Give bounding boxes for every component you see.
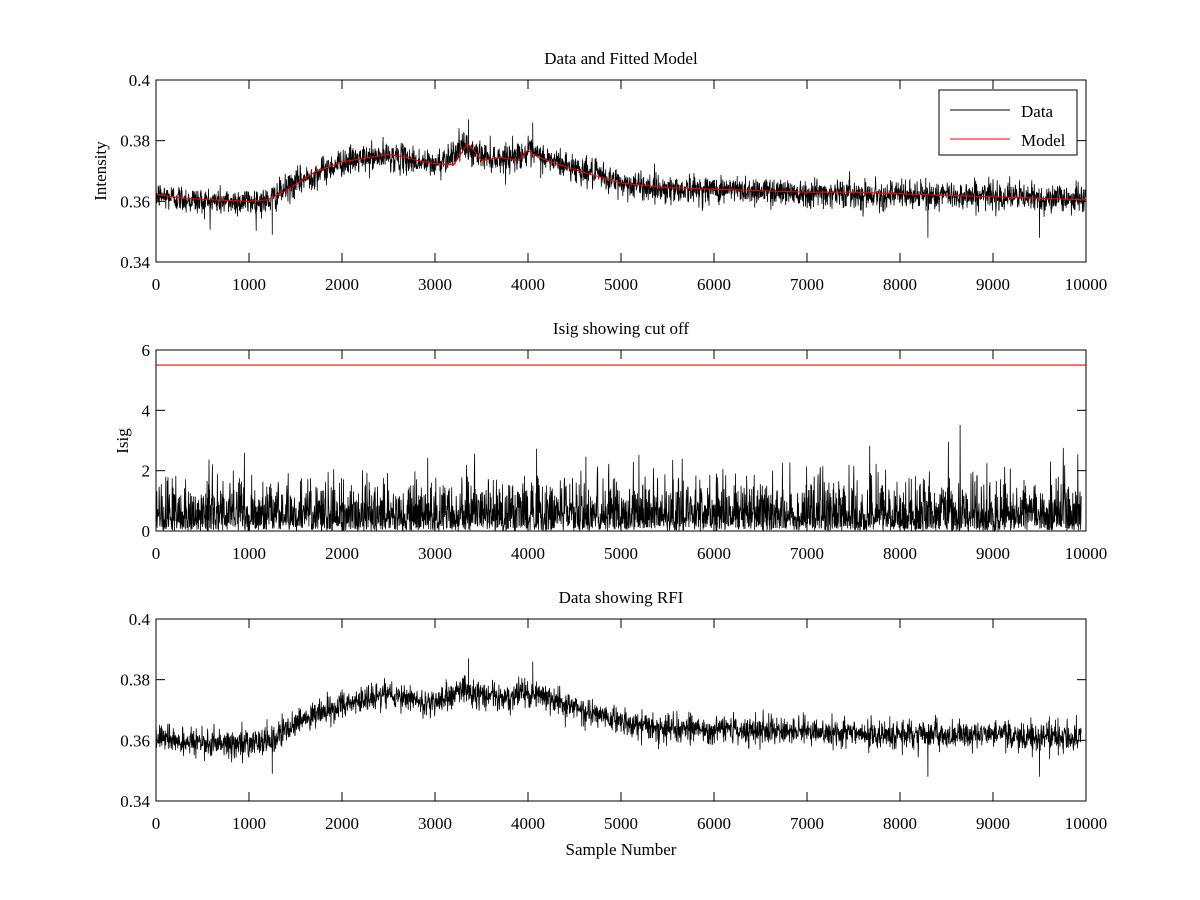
- x-tick-label: 10000: [1065, 544, 1108, 563]
- series-0-series-line: [155, 658, 1082, 777]
- y-tick-label: 4: [142, 401, 151, 420]
- x-tick-label: 4000: [511, 814, 545, 833]
- series-0-series-line: [155, 424, 1082, 533]
- x-tick-label: 10000: [1065, 275, 1108, 294]
- y-tick-label: 0.36: [120, 731, 150, 750]
- x-tick-label: 5000: [604, 544, 638, 563]
- y-tick-label: 0: [142, 522, 151, 541]
- series-layer: [155, 658, 1082, 777]
- plot-area: [155, 618, 1087, 802]
- chart-title: Data and Fitted Model: [544, 49, 698, 68]
- legend-box: [938, 89, 1078, 156]
- legend-label-model: Model: [1021, 131, 1066, 150]
- y-axis-label: Intensity: [91, 141, 110, 201]
- x-tick-label: 7000: [790, 275, 824, 294]
- y-tick-label: 0.34: [120, 253, 150, 272]
- x-tick-label: 1000: [232, 275, 266, 294]
- x-tick-label: 8000: [883, 814, 917, 833]
- x-tick-label: 3000: [418, 814, 452, 833]
- x-tick-label: 0: [152, 275, 161, 294]
- panel-isig-showing-cut-off: Isig showing cut off 0 1000 2000 3000 4000 50…: [113, 319, 1107, 563]
- y-tick-label: 0.34: [120, 792, 150, 811]
- axis-ticks: 0 1000 2000 3000 4000 5000 6000 7000 8000 9000 100…: [120, 610, 1107, 833]
- y-tick-label: 0.4: [129, 71, 151, 90]
- x-tick-label: 5000: [604, 275, 638, 294]
- x-tick-label: 1000: [232, 814, 266, 833]
- axis-ticks: 0 1000 2000 3000 4000 5000 6000 7000 8000 9000 100…: [142, 341, 1108, 563]
- y-tick-label: 2: [142, 462, 151, 481]
- y-tick-label: 0.38: [120, 671, 150, 690]
- panel-data-and-fitted-model: Data and Fitted Model 0 1000 2000 3000 4000 5…: [91, 49, 1107, 294]
- x-tick-label: 6000: [697, 814, 731, 833]
- x-tick-label: 1000: [232, 544, 266, 563]
- x-tick-label: 6000: [697, 544, 731, 563]
- x-tick-label: 2000: [325, 544, 359, 563]
- x-tick-label: 3000: [418, 275, 452, 294]
- axis-ticks: 0 1000 2000 3000 4000 5000 6000 7000 8000 9000 100…: [120, 71, 1107, 294]
- model-series-line: [155, 142, 1087, 202]
- x-tick-label: 8000: [883, 544, 917, 563]
- plot-frame: [155, 349, 1087, 532]
- plot-frame: [155, 79, 1087, 263]
- x-tick-label: 0: [152, 814, 161, 833]
- y-axis-label: Isig: [113, 428, 132, 454]
- chart-title: Isig showing cut off: [553, 319, 689, 338]
- y-tick-label: 0.36: [120, 192, 150, 211]
- y-tick-label: 0.38: [120, 132, 150, 151]
- x-tick-label: 4000: [511, 544, 545, 563]
- x-tick-label: 9000: [976, 275, 1010, 294]
- x-tick-label: 8000: [883, 275, 917, 294]
- chart-title: Data showing RFI: [559, 588, 684, 607]
- x-tick-label: 7000: [790, 544, 824, 563]
- x-tick-label: 10000: [1065, 814, 1108, 833]
- x-tick-label: 5000: [604, 814, 638, 833]
- series-layer: [155, 364, 1086, 533]
- x-tick-label: 2000: [325, 814, 359, 833]
- x-tick-label: 4000: [511, 275, 545, 294]
- x-tick-label: 7000: [790, 814, 824, 833]
- panel-data-showing-rfi: Data showing RFI 0 1000 2000 3000 4000 5000 60…: [120, 588, 1107, 859]
- x-tick-label: 2000: [325, 275, 359, 294]
- x-tick-label: 9000: [976, 544, 1010, 563]
- x-axis-label: Sample Number: [566, 840, 677, 859]
- legend-label-data: Data: [1021, 102, 1054, 121]
- y-tick-label: 6: [142, 341, 151, 360]
- series-layer: [155, 119, 1087, 238]
- x-tick-label: 6000: [697, 275, 731, 294]
- x-tick-label: 9000: [976, 814, 1010, 833]
- x-tick-label: 0: [152, 544, 161, 563]
- legend: Data Model: [938, 89, 1078, 156]
- y-tick-label: 0.4: [129, 610, 151, 629]
- x-tick-label: 3000: [418, 544, 452, 563]
- plot-frame: [155, 618, 1087, 802]
- plot-area: [155, 349, 1087, 532]
